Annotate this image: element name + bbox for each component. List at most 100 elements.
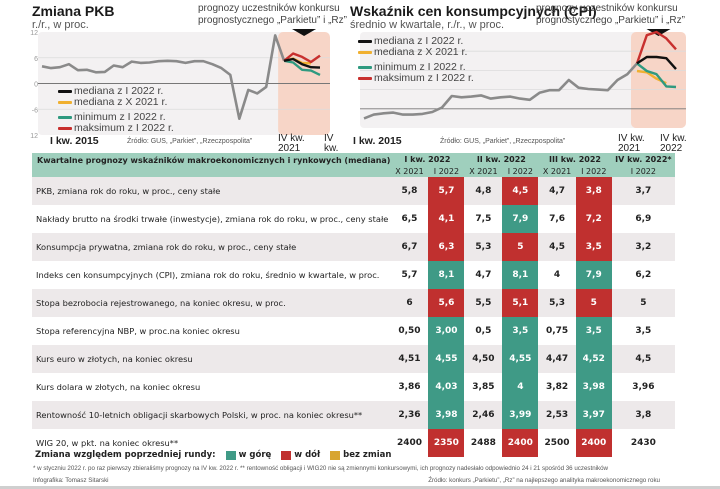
gdp-forecast-note: prognozy uczestników konkursu prognostyc… — [198, 3, 347, 27]
table-cell: 3,86 — [390, 373, 429, 401]
legend-item-median-oct: mediana z X 2021 r. — [358, 47, 474, 58]
legend-item-median-jan: mediana z I 2022 r. — [358, 36, 474, 47]
table-cell: 4,47 — [538, 345, 576, 373]
table-cell: 3,5 — [611, 317, 675, 345]
gdp-chart-svg: 12 6 0 -6 12 — [30, 29, 330, 140]
quarter-header: I kw. 2022 — [390, 153, 465, 165]
series-line-minimum — [636, 62, 677, 89]
cpi-legend: mediana z I 2022 r. mediana z X 2021 r. … — [358, 36, 474, 84]
table-cell: 6,2 — [611, 261, 675, 289]
table-cell: 2,36 — [390, 401, 429, 429]
gdp-xlabel-forecast-start: IV kw. 2021 — [278, 134, 305, 154]
table-row: Rentowność 10-letnich obligacji skarbowy… — [32, 401, 675, 429]
xlabel-line: IV kw. — [324, 133, 339, 154]
round-header: I 2022 — [575, 165, 612, 177]
change-legend: Zmiana względem poprzedniej rundy: w gór… — [35, 450, 391, 460]
down-label: w dół — [294, 450, 321, 460]
legend-label: minimum z I 2022 r. — [374, 61, 466, 73]
same-swatch — [330, 450, 341, 460]
gdp-chart-panel: Zmiana PKB r./r., w proc. prognozy uczes… — [30, 0, 350, 164]
legend-item-minimum: minimum z I 2022 r. — [58, 112, 174, 123]
legend-swatch-median-jan — [58, 90, 72, 93]
legend-label: mediana z I 2022 r. — [374, 35, 464, 47]
cpi-xlabel-start: I kw. 2015 — [353, 135, 402, 147]
row-label: PKB, zmiana rok do roku, w proc., ceny s… — [32, 177, 391, 205]
table-title: Kwartalne prognozy wskaźników makroekono… — [32, 153, 391, 177]
quarter-header: III kw. 2022 — [538, 153, 612, 165]
table-cell: 5,5 — [464, 289, 503, 317]
table-cell: 4,03 — [428, 373, 465, 401]
table-cell: 3,00 — [428, 317, 465, 345]
gdp-xlabel-start: I kw. 2015 — [50, 135, 99, 147]
forecast-note-line-2: prognostycznego „Parkietu” i „Rz” — [536, 15, 685, 26]
y-tick-label: 12 — [30, 133, 38, 140]
table-row: Konsumpcja prywatna, zmiana rok do roku,… — [32, 233, 675, 261]
row-label: Kurs dolara w złotych, na koniec okresu — [32, 373, 391, 401]
gdp-legend: mediana z I 2022 r. mediana z X 2021 r. … — [58, 86, 174, 134]
history-line — [363, 62, 638, 120]
table-cell: 4,55 — [502, 345, 539, 373]
table-cell: 0,75 — [538, 317, 576, 345]
footnote: * w styczniu 2022 r. po raz pierwszy zbi… — [33, 465, 609, 472]
legend-swatch-minimum — [358, 66, 372, 69]
round-header: I 2022 — [502, 165, 539, 177]
table-cell: 4,8 — [464, 177, 503, 205]
table-cell: 5,7 — [390, 261, 429, 289]
round-header: X 2021 — [538, 165, 576, 177]
cpi-chart-title: Wskaźnik cen konsumpcyjnych (CPI) — [350, 3, 597, 19]
table-cell: 5,7 — [428, 177, 465, 205]
forecast-table: Kwartalne prognozy wskaźników makroekono… — [32, 153, 675, 457]
table-row: PKB, zmiana rok do roku, w proc., ceny s… — [32, 177, 675, 205]
same-label: bez zmian — [343, 450, 392, 460]
table-cell: 3,98 — [428, 401, 465, 429]
legend-swatch-median-oct — [358, 51, 372, 54]
table-cell: 3,98 — [575, 373, 612, 401]
table-row: Nakłady brutto na środki trwałe (inwesty… — [32, 205, 675, 233]
table-cell: 5 — [502, 233, 539, 261]
legend-label: maksimum z I 2022 r. — [74, 122, 174, 134]
plot-background — [360, 32, 680, 128]
xlabel-line: IV kw. — [278, 133, 305, 144]
down-swatch — [281, 450, 292, 460]
table-cell: 2400 — [390, 429, 429, 457]
table-row: Indeks cen konsumpcyjnych (CPI), zmiana … — [32, 261, 675, 289]
cpi-chart-subtitle: średnio w kwartale, r./r., w proc. — [350, 19, 505, 31]
table-cell: 6 — [390, 289, 429, 317]
bottom-source: Źródło: konkurs „Parkietu”, „Rz” na najl… — [428, 477, 660, 484]
legend-swatch-median-jan — [358, 40, 372, 43]
change-legend-title: Zmiana względem poprzedniej rundy: — [35, 450, 216, 460]
xlabel-line: 2021 — [278, 143, 301, 154]
cpi-forecast-note: prognozy uczestników konkursu prognostyc… — [536, 3, 685, 27]
table-cell: 2488 — [464, 429, 503, 457]
y-tick-label: 12 — [30, 30, 38, 37]
table-cell: 2,53 — [538, 401, 576, 429]
gdp-chart-title: Zmiana PKB — [32, 3, 115, 19]
cpi-chart-svg: 129630-3 — [350, 29, 686, 133]
table-cell: 3,82 — [538, 373, 576, 401]
round-header: I 2022 — [428, 165, 465, 177]
table-cell: 2500 — [538, 429, 576, 457]
table-body: PKB, zmiana rok do roku, w proc., ceny s… — [32, 177, 675, 457]
table-cell: 4,7 — [538, 177, 576, 205]
legend-swatch-maximum — [58, 127, 72, 130]
legend-item-median-jan: mediana z I 2022 r. — [58, 86, 174, 97]
legend-swatch-minimum — [58, 116, 72, 119]
table-cell: 3,8 — [575, 177, 612, 205]
forecast-note-line-2: prognostycznego „Parkietu” i „Rz” — [198, 15, 347, 26]
table-cell: 3,7 — [611, 177, 675, 205]
table-cell: 7,6 — [538, 205, 576, 233]
row-label: Rentowność 10-letnich obligacji skarbowy… — [32, 401, 391, 429]
forecast-note-line-1: prognozy uczestników konkursu — [536, 3, 678, 14]
row-label: Nakłady brutto na środki trwałe (inwesty… — [32, 205, 391, 233]
table-cell: 2350 — [428, 429, 465, 457]
xlabel-line: IV kw. — [618, 133, 645, 144]
table-cell: 6,3 — [428, 233, 465, 261]
table-cell: 8,1 — [428, 261, 465, 289]
table-cell: 2400 — [575, 429, 612, 457]
table-cell: 3,2 — [611, 233, 675, 261]
table-cell: 6,5 — [390, 205, 429, 233]
history-line — [41, 34, 286, 120]
legend-item-median-oct: mediana z X 2021 r. — [58, 97, 174, 108]
series-line-minimum — [283, 59, 321, 76]
gdp-source: Źródło: GUS, „Parkiet”, „Rzeczpospolita” — [127, 138, 253, 145]
